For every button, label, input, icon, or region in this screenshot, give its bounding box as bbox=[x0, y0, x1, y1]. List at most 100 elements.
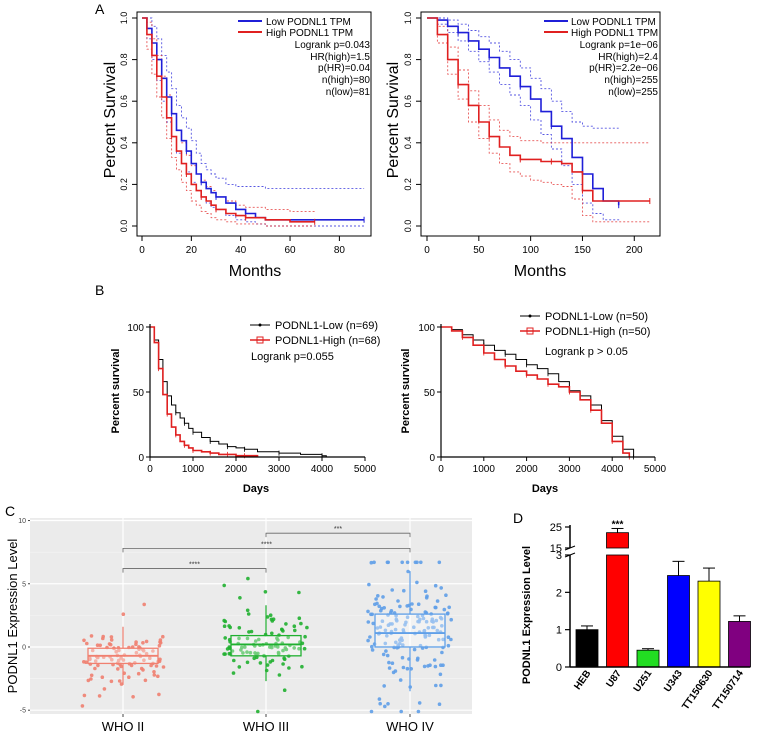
c-point bbox=[433, 664, 438, 669]
B2-xtick-label: 0 bbox=[438, 464, 444, 475]
c-point bbox=[102, 687, 107, 691]
c-point bbox=[109, 635, 114, 639]
a1-stat-phr: p(HR)=0.04 bbox=[318, 63, 370, 74]
c-point bbox=[437, 560, 442, 565]
b1-legend-high-marker bbox=[256, 336, 264, 344]
d-xtick-label-u343: U343 bbox=[662, 668, 685, 694]
d-bar-tt150630 bbox=[697, 580, 721, 668]
a1-confidence-bands bbox=[142, 17, 365, 227]
c-point bbox=[439, 683, 443, 688]
c-point bbox=[391, 670, 396, 675]
c-point bbox=[390, 661, 395, 665]
c-point bbox=[265, 615, 270, 619]
c-point bbox=[284, 647, 289, 652]
c-point bbox=[376, 594, 380, 598]
c-point bbox=[423, 634, 428, 638]
B1-ytick-label: 0 bbox=[138, 453, 144, 464]
A2-high-lower-ci bbox=[427, 17, 650, 223]
c-point bbox=[258, 661, 263, 665]
A2-high-curve bbox=[427, 17, 650, 202]
c-point bbox=[297, 590, 301, 595]
c-point bbox=[141, 641, 145, 645]
c-ytick-label: 0 bbox=[22, 644, 26, 651]
A2-xtick-label: 100 bbox=[522, 245, 539, 256]
c-point bbox=[422, 628, 427, 633]
c-point bbox=[237, 636, 241, 641]
c-xtick-label-who-iii: WHO III bbox=[243, 719, 289, 734]
c-point bbox=[119, 682, 124, 686]
c-boxplots bbox=[87, 571, 446, 692]
B1-ytick-label: 50 bbox=[133, 388, 145, 399]
c-point bbox=[389, 609, 394, 613]
c-point bbox=[281, 662, 285, 666]
c-ylabel: PODNL1 Expression Level bbox=[5, 539, 20, 694]
c-point bbox=[445, 611, 450, 616]
c-point bbox=[222, 624, 227, 628]
c-gridlines bbox=[30, 518, 472, 714]
c-point bbox=[434, 683, 438, 688]
c-point bbox=[386, 702, 390, 706]
c-point bbox=[158, 638, 163, 642]
a2-xlabel: Months bbox=[514, 263, 566, 280]
B2-high-curve bbox=[441, 326, 631, 457]
b1-axes: 0 1000 2000 3000 4000 5000 0 50 100 bbox=[127, 323, 376, 475]
c-point bbox=[382, 606, 387, 610]
c-point bbox=[263, 590, 268, 594]
A1-high-curve bbox=[142, 17, 315, 223]
chart-a1: 0 20 40 60 80 0.0 0.2 0.4 0.6 0.8 1.0 Percent Surv… bbox=[102, 11, 372, 280]
c-point bbox=[370, 648, 375, 652]
d-ytick-label: 15 bbox=[550, 543, 562, 555]
A1-ytick-label: 0.2 bbox=[119, 178, 129, 191]
c-point bbox=[435, 599, 440, 603]
c-point bbox=[367, 582, 371, 587]
d-axes: 0 1 2 315 25 bbox=[550, 522, 750, 674]
c-point bbox=[416, 619, 420, 624]
c-point bbox=[428, 663, 432, 667]
c-point bbox=[380, 619, 385, 623]
B1-xtick-label: 5000 bbox=[354, 464, 377, 475]
c-ytick-label: 5 bbox=[22, 581, 26, 588]
d-bar-tt150714 bbox=[728, 621, 751, 668]
c-point bbox=[374, 597, 378, 601]
c-point bbox=[416, 602, 421, 606]
b2-ylabel: Percent survival bbox=[400, 349, 412, 434]
c-point bbox=[439, 663, 443, 667]
A2-ytick-label: 1.0 bbox=[403, 12, 413, 25]
c-point bbox=[405, 666, 410, 671]
c-point bbox=[93, 666, 97, 671]
c-point bbox=[249, 629, 254, 634]
c-point bbox=[405, 615, 410, 619]
c-point bbox=[131, 695, 135, 699]
c-point bbox=[381, 652, 386, 657]
c-point bbox=[442, 607, 447, 612]
c-point bbox=[383, 628, 388, 633]
A2-ytick-label: 0.2 bbox=[403, 178, 413, 191]
c-point bbox=[378, 625, 383, 629]
c-point bbox=[415, 658, 420, 662]
b1-xlabel: Days bbox=[243, 483, 269, 495]
panel-label-c: C bbox=[5, 503, 15, 519]
c-point bbox=[237, 626, 242, 630]
A1-frame bbox=[136, 11, 372, 237]
c-point bbox=[402, 588, 406, 593]
c-point bbox=[156, 674, 160, 679]
c-point bbox=[447, 605, 452, 610]
c-point bbox=[245, 636, 250, 641]
c-point bbox=[281, 629, 285, 633]
c-point bbox=[370, 644, 374, 649]
c-point bbox=[299, 621, 303, 626]
c-point bbox=[441, 637, 445, 642]
c-box bbox=[374, 613, 446, 648]
d-xtick-label-u251: U251 bbox=[632, 668, 655, 694]
A2-xtick-label: 0 bbox=[424, 245, 430, 256]
A1-high-lower-ci bbox=[142, 17, 315, 227]
c-box bbox=[230, 634, 302, 657]
c-xtick-label-who-iv: WHO IV bbox=[386, 719, 434, 734]
b1-stat-logrank: Logrank p=0.055 bbox=[251, 351, 334, 363]
c-point bbox=[377, 604, 382, 609]
c-point bbox=[423, 589, 428, 593]
c-point bbox=[366, 609, 370, 614]
c-point bbox=[222, 618, 226, 623]
c-point bbox=[406, 569, 410, 574]
c-point bbox=[270, 631, 274, 636]
